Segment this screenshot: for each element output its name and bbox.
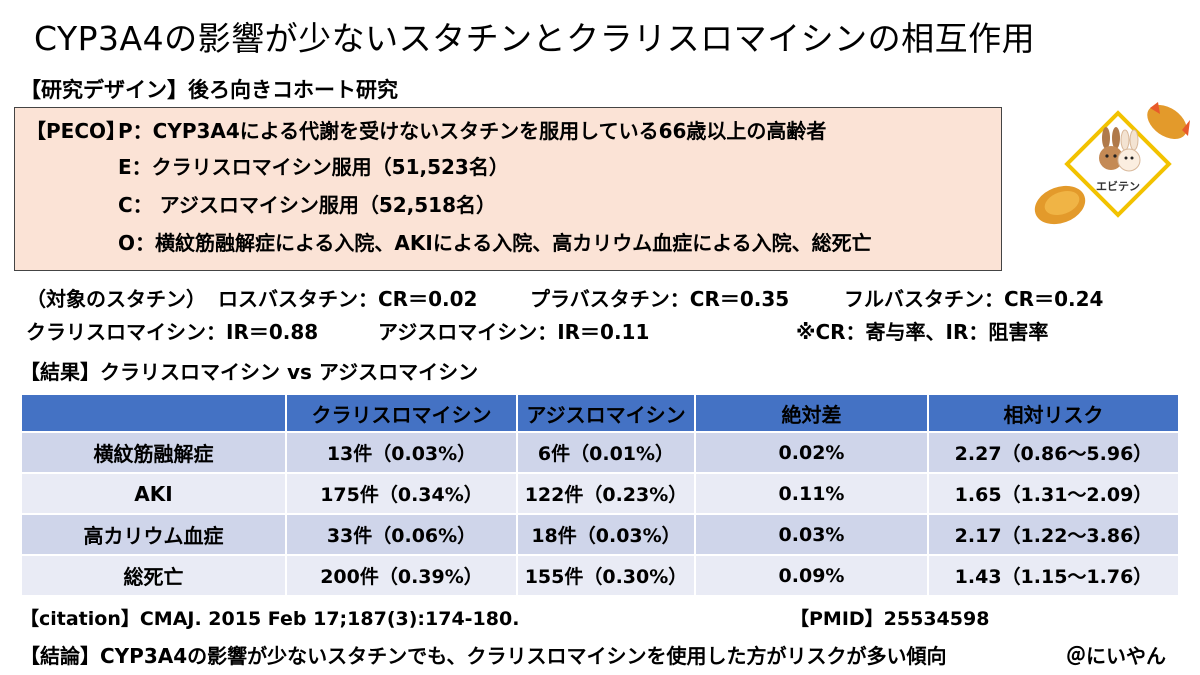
statin-prefix: （対象のスタチン） xyxy=(26,287,206,311)
table-row: 横紋筋融解症 13件（0.03%） 6件（0.01%） 0.02% 2.27（0… xyxy=(20,431,1180,474)
shrimp-tail-icon xyxy=(1182,120,1190,136)
statin-fluvastatin: フルバスタチン：CR＝0.24 xyxy=(844,287,1104,311)
table-cell: 122件（0.23%） xyxy=(516,472,696,515)
table-cell: 18件（0.03%） xyxy=(516,513,696,556)
table-cell-outcome: 高カリウム血症 xyxy=(20,513,287,556)
statin-rosuvastatin: ロスバスタチン：CR＝0.02 xyxy=(218,287,478,311)
table-cell: 200件（0.39%） xyxy=(285,554,518,597)
inhibitor-azithromycin: アジスロマイシン：IR＝0.11 xyxy=(378,320,650,344)
peco-box xyxy=(14,107,1002,271)
table-cell: 33件（0.06%） xyxy=(285,513,518,556)
tempura-icon xyxy=(1147,104,1187,140)
results-table: クラリスロマイシン アジスロマイシン 絶対差 相対リスク 横紋筋融解症 13件（… xyxy=(20,393,1180,597)
table-cell-outcome: AKI xyxy=(20,472,287,515)
peco-outcome: O：横紋筋融解症による入院、AKIによる入院、高カリウム血症による入院、総死亡 xyxy=(118,231,872,255)
table-cell: 2.27（0.86～5.96） xyxy=(927,431,1180,474)
table-cell: 2.17（1.22～3.86） xyxy=(927,513,1180,556)
table-header-cell: クラリスロマイシン xyxy=(285,393,518,433)
table-row: 高カリウム血症 33件（0.06%） 18件（0.03%） 0.03% 2.17… xyxy=(20,513,1180,556)
table-header-cell: 相対リスク xyxy=(927,393,1180,433)
peco-patient: P：CYP3A4による代謝を受けないスタチンを服用している66歳以上の高齢者 xyxy=(118,119,827,143)
author-handle: ＠にいやん xyxy=(1066,644,1166,668)
table-cell: 0.11% xyxy=(694,472,929,515)
table-cell: 0.09% xyxy=(694,554,929,597)
citation: 【citation】CMAJ. 2015 Feb 17;187(3):174-1… xyxy=(20,608,520,630)
results-heading: 【結果】クラリスロマイシン vs アジスロマイシン xyxy=(20,360,479,384)
table-cell: 1.65（1.31～2.09） xyxy=(927,472,1180,515)
peco-label: 【PECO】 xyxy=(26,119,126,143)
table-cell: 0.02% xyxy=(694,431,929,474)
table-cell: 6件（0.01%） xyxy=(516,431,696,474)
peco-exposure: E：クラリスロマイシン服用（51,523名） xyxy=(118,155,509,179)
rabbit-icon xyxy=(1099,127,1123,170)
page-title: CYP3A4の影響が少ないスタチンとクラリスロマイシンの相互作用 xyxy=(34,19,1036,58)
pmid: 【PMID】25534598 xyxy=(790,608,990,630)
table-header-cell: 絶対差 xyxy=(694,393,929,433)
table-cell: 155件（0.30%） xyxy=(516,554,696,597)
abbreviation-note: ※CR：寄与率、IR：阻害率 xyxy=(796,320,1049,344)
study-design: 【研究デザイン】後ろ向きコホート研究 xyxy=(20,78,398,102)
table-cell-outcome: 総死亡 xyxy=(20,554,287,597)
rabbit-icon xyxy=(1117,129,1141,172)
table-cell-outcome: 横紋筋融解症 xyxy=(20,431,287,474)
peco-comparison: C： アジスロマイシン服用（52,518名） xyxy=(118,193,497,217)
logo-text: エビテン xyxy=(1096,179,1140,193)
table-header-cell xyxy=(20,393,287,433)
table-row: 総死亡 200件（0.39%） 155件（0.30%） 0.09% 1.43（1… xyxy=(20,554,1180,597)
statin-pravastatin: プラバスタチン：CR＝0.35 xyxy=(530,287,790,311)
table-cell: 13件（0.03%） xyxy=(285,431,518,474)
table-cell: 1.43（1.15～1.76） xyxy=(927,554,1180,597)
evidence-logo: エビテン xyxy=(1034,102,1190,225)
conclusion: 【結論】CYP3A4の影響が少ないスタチンでも、クラリスロマイシンを使用した方が… xyxy=(20,644,947,668)
inhibitor-clarithromycin: クラリスロマイシン：IR＝0.88 xyxy=(26,320,319,344)
table-row: AKI 175件（0.34%） 122件（0.23%） 0.11% 1.65（1… xyxy=(20,472,1180,515)
table-cell: 175件（0.34%） xyxy=(285,472,518,515)
table-header-cell: アジスロマイシン xyxy=(516,393,696,433)
table-header-row: クラリスロマイシン アジスロマイシン 絶対差 相対リスク xyxy=(20,393,1180,433)
table-cell: 0.03% xyxy=(694,513,929,556)
